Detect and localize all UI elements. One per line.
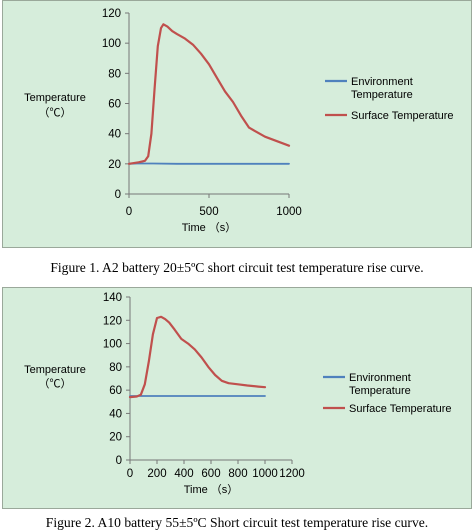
x-tick-label: 0	[127, 468, 133, 480]
x-tick-label: 1200	[279, 468, 305, 480]
y-axis-unit: （℃）	[39, 377, 72, 390]
y-tick-label: 0	[115, 189, 121, 201]
y-tick-label: 100	[103, 339, 122, 351]
legend-label: Surface Temperature	[349, 403, 452, 415]
y-tick-label: 80	[108, 68, 121, 80]
chart-1-svg: 0 20 40 60 80 100 120 0 500 1000 Temperature （℃） Tim…	[3, 1, 471, 247]
legend-label: Environment	[351, 76, 413, 88]
legend-label: Temperature	[349, 385, 411, 397]
x-tick-label: 1000	[252, 468, 278, 480]
legend-label: Surface Temperature	[351, 110, 454, 122]
x-tick-label: 500	[199, 206, 218, 218]
y-axis-title: Temperature	[24, 364, 86, 376]
y-tick-label: 120	[103, 315, 122, 327]
y-tick-label: 40	[108, 129, 121, 141]
y-tick-label: 60	[108, 99, 121, 111]
x-axis-title: Time （s）	[182, 221, 237, 234]
y-axis-title: Temperature	[24, 92, 86, 104]
series-line-surface-temperature	[129, 24, 289, 164]
y-tick-label: 20	[108, 159, 121, 171]
caption-figure-1: Figure 1. A2 battery 20±5ºC short circui…	[0, 260, 474, 276]
y-tick-label: 100	[102, 38, 121, 50]
series-line-surface-temperature	[130, 317, 265, 397]
chart-figure-1: 0 20 40 60 80 100 120 0 500 1000 Temperature （℃） Tim…	[2, 0, 472, 248]
y-tick-label: 140	[103, 292, 122, 304]
x-tick-label: 200	[147, 468, 166, 480]
y-axis-unit: （℃）	[39, 106, 72, 119]
x-axis-title: Time （s）	[184, 483, 239, 496]
y-tick-label: 40	[109, 408, 122, 420]
y-tick-label: 120	[102, 8, 121, 20]
x-tick-label: 0	[126, 206, 132, 218]
x-tick-label: 400	[174, 468, 193, 480]
legend-label: Temperature	[351, 89, 413, 101]
x-tick-label: 600	[201, 468, 220, 480]
x-tick-label: 1000	[276, 206, 302, 218]
caption-figure-2: Figure 2. A10 battery 55±5ºC Short circu…	[0, 515, 474, 531]
x-tick-label: 800	[228, 468, 247, 480]
y-tick-label: 80	[109, 362, 122, 374]
y-tick-label: 20	[109, 432, 122, 444]
legend-label: Environment	[349, 372, 411, 384]
y-tick-label: 60	[109, 385, 122, 397]
y-tick-label: 0	[116, 455, 122, 467]
